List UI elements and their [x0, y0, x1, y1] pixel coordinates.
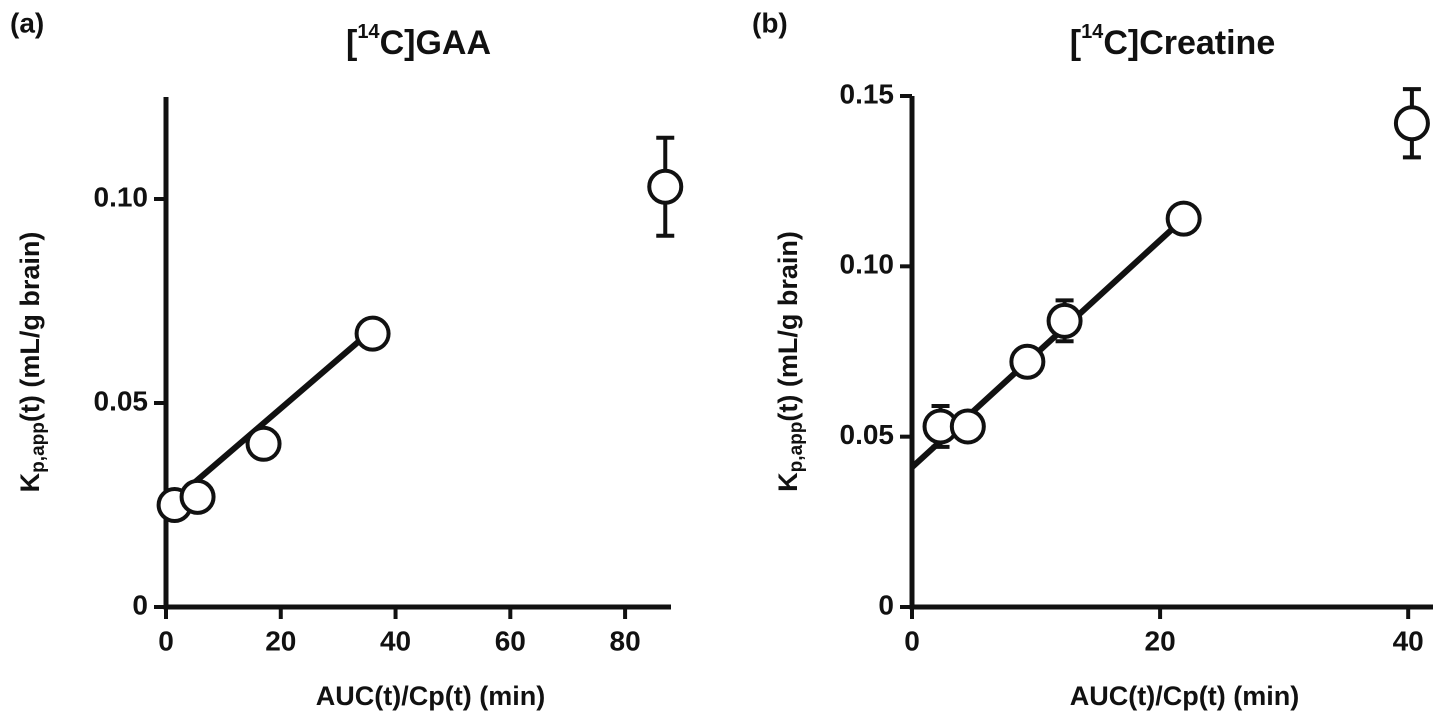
ylabel-part: K: [773, 472, 803, 492]
x-tick-label: 20: [265, 625, 296, 656]
x-tick-label: 20: [1145, 625, 1176, 656]
chart-title: [14C]GAA: [346, 21, 491, 62]
data-point: [245, 425, 282, 462]
y-tick-label: 0: [132, 589, 148, 620]
data-point: [1009, 343, 1046, 380]
x-axis-label: AUC(t)/Cp(t) (min): [1070, 681, 1299, 711]
title-sup: 14: [1081, 21, 1104, 43]
y-tick-label: 0.05: [840, 419, 895, 450]
y-axis-label: Kp,app(t) (mL/g brain): [773, 231, 807, 492]
ylabel-part: K: [15, 472, 45, 492]
data-point: [1393, 105, 1430, 142]
ylabel-sub: p,app: [786, 422, 807, 473]
title-part: [: [346, 24, 357, 62]
title-part: C]GAA: [380, 24, 491, 62]
ylabel-part: (t) (mL/g brain): [15, 232, 45, 422]
x-tick-label: 40: [1393, 625, 1424, 656]
x-axis-label: AUC(t)/Cp(t) (min): [316, 681, 545, 711]
fit-line: [164, 327, 375, 510]
y-tick-label: 0.15: [840, 78, 895, 109]
x-tick-label: 40: [380, 625, 411, 656]
title-part: C]Creatine: [1103, 24, 1275, 62]
x-tick-label: 80: [610, 625, 641, 656]
y-tick-label: 0.10: [840, 249, 895, 280]
ylabel-part: (t) (mL/g brain): [773, 231, 803, 421]
title-sup: 14: [357, 21, 380, 43]
data-point: [949, 408, 986, 445]
data-point: [179, 478, 216, 515]
y-axis-label: Kp,app(t) (mL/g brain): [15, 232, 49, 493]
title-part: [: [1070, 24, 1081, 62]
x-tick-label: 60: [495, 625, 526, 656]
data-point: [647, 168, 684, 205]
ylabel-sub: p,app: [28, 422, 49, 473]
x-tick-label: 0: [158, 625, 174, 656]
chart-title: [14C]Creatine: [1070, 21, 1276, 62]
y-tick-label: 0.05: [94, 385, 149, 416]
panel-label: (a): [10, 7, 44, 38]
data-point: [1165, 200, 1202, 237]
y-tick-label: 0: [878, 589, 894, 620]
panel-label: (b): [752, 7, 788, 38]
y-tick-label: 0.10: [94, 181, 149, 212]
data-point: [1046, 302, 1083, 339]
data-point: [354, 315, 391, 352]
x-tick-label: 0: [904, 625, 920, 656]
